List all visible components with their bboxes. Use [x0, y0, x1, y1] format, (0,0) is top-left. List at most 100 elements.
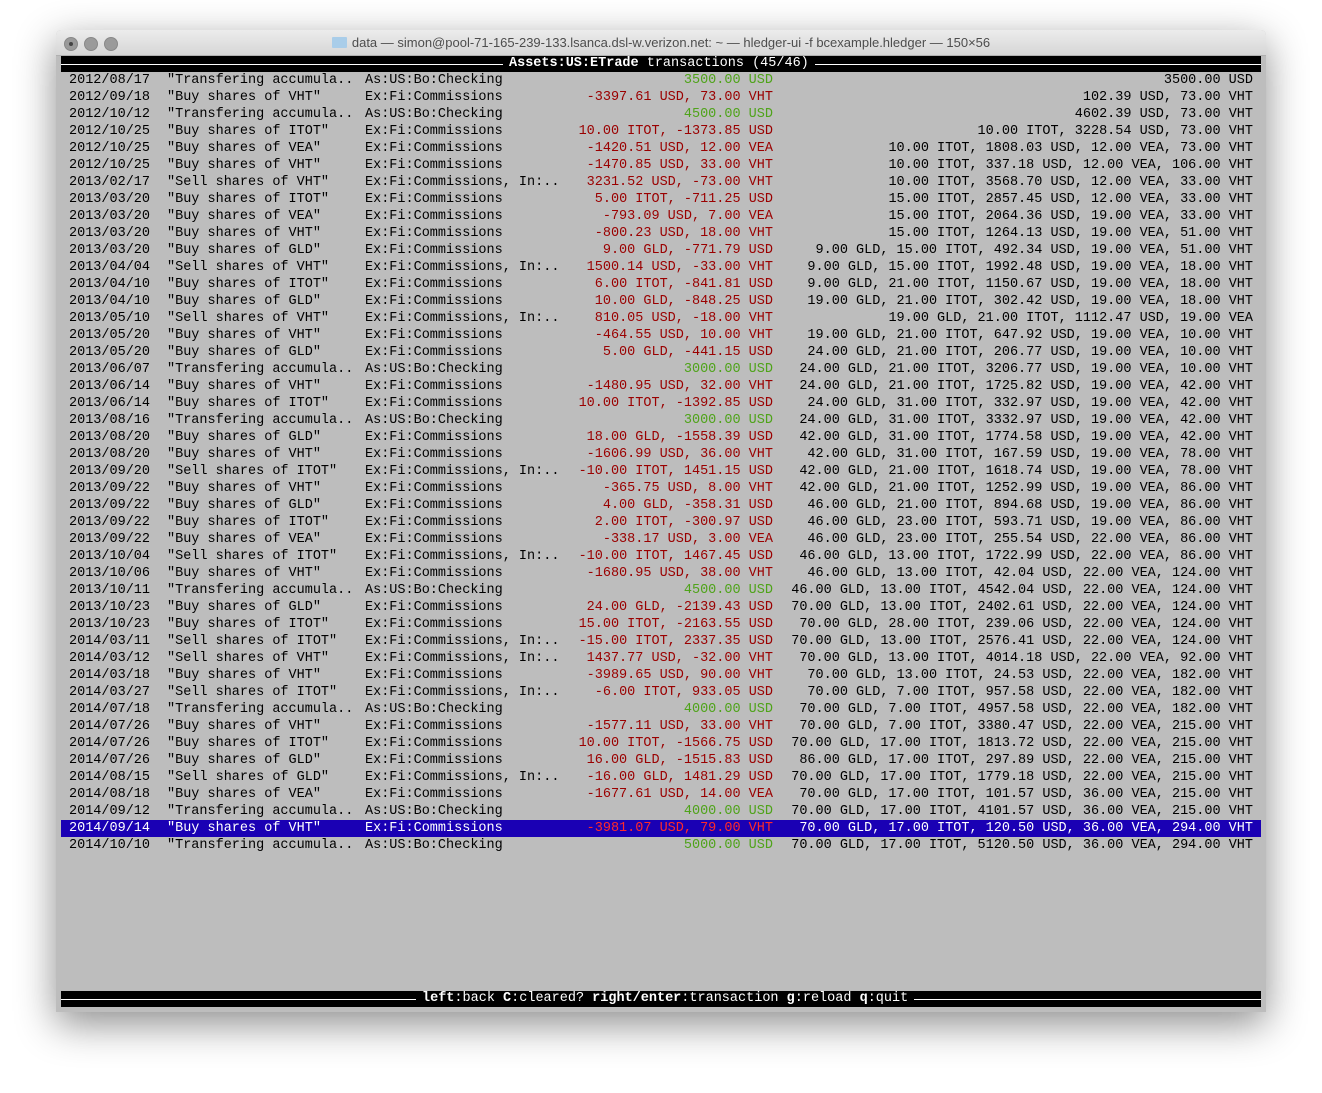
transaction-row[interactable]: 2014/10/10 "Transfering accumula.. As:US:B…	[61, 837, 1261, 854]
other-accounts: Ex:Fi:Commissions	[365, 515, 503, 530]
transaction-row[interactable]: 2013/03/20 "Buy shares of VHT" Ex:Fi:Commi…	[61, 225, 1261, 242]
transaction-row[interactable]: 2013/09/22 "Buy shares of ITOT" Ex:Fi:Comm…	[61, 514, 1261, 531]
balance: 42.00 GLD, 31.00 ITOT, 1774.58 USD, 19.0…	[799, 430, 1253, 445]
date: 2014/09/14	[69, 821, 151, 836]
change: -3397.61 USD, 73.00 VHT	[586, 90, 773, 105]
transaction-row[interactable]: 2013/09/22 "Buy shares of GLD" Ex:Fi:Commi…	[61, 497, 1261, 514]
minimize-button[interactable]	[84, 37, 98, 51]
balance: 42.00 GLD, 21.00 ITOT, 1618.74 USD, 19.0…	[799, 464, 1253, 479]
balance: 70.00 GLD, 17.00 ITOT, 120.50 USD, 36.00…	[799, 821, 1253, 836]
balance: 70.00 GLD, 13.00 ITOT, 2402.61 USD, 22.0…	[791, 600, 1253, 615]
key-C: C	[503, 991, 512, 1006]
balance: 3500.00 USD	[1163, 73, 1253, 88]
change: -3981.07 USD, 79.00 VHT	[586, 821, 773, 836]
transaction-row[interactable]: 2013/05/20 "Buy shares of GLD" Ex:Fi:Commi…	[61, 344, 1261, 361]
transaction-row[interactable]: 2014/09/12 "Transfering accumula.. As:US:B…	[61, 803, 1261, 820]
transaction-row[interactable]: 2013/09/20 "Sell shares of ITOT" Ex:Fi:Com…	[61, 463, 1261, 480]
other-accounts: Ex:Fi:Commissions	[365, 447, 503, 462]
transaction-row[interactable]: 2013/04/10 "Buy shares of ITOT" Ex:Fi:Comm…	[61, 276, 1261, 293]
date: 2013/08/16	[69, 413, 151, 428]
transaction-row[interactable]: 2014/08/18 "Buy shares of VEA" Ex:Fi:Commi…	[61, 786, 1261, 803]
balance: 24.00 GLD, 21.00 ITOT, 1725.82 USD, 19.0…	[799, 379, 1253, 394]
other-accounts: As:US:Bo:Checking	[365, 413, 503, 428]
transaction-row[interactable]: 2013/05/10 "Sell shares of VHT" Ex:Fi:Comm…	[61, 310, 1261, 327]
transaction-row[interactable]: 2014/07/26 "Buy shares of ITOT" Ex:Fi:Comm…	[61, 735, 1261, 752]
transaction-row[interactable]: 2013/10/23 "Buy shares of GLD" Ex:Fi:Commi…	[61, 599, 1261, 616]
other-accounts: Ex:Fi:Commissions	[365, 566, 503, 581]
transaction-row[interactable]: 2014/03/11 "Sell shares of ITOT" Ex:Fi:Com…	[61, 633, 1261, 650]
transaction-row[interactable]: 2014/03/12 "Sell shares of VHT" Ex:Fi:Comm…	[61, 650, 1261, 667]
date: 2013/05/10	[69, 311, 151, 326]
change: -10.00 ITOT, 1451.15 USD	[578, 464, 773, 479]
change: 3000.00 USD	[683, 362, 773, 377]
balance: 4602.39 USD, 73.00 VHT	[1074, 107, 1253, 122]
date: 2014/10/10	[69, 838, 151, 853]
transaction-row[interactable]: 2013/06/14 "Buy shares of ITOT" Ex:Fi:Comm…	[61, 395, 1261, 412]
transaction-row[interactable]: 2013/08/20 "Buy shares of GLD" Ex:Fi:Commi…	[61, 429, 1261, 446]
transaction-row[interactable]: 2013/10/11 "Transfering accumula.. As:US:B…	[61, 582, 1261, 599]
transaction-row[interactable]: 2013/04/10 "Buy shares of GLD" Ex:Fi:Commi…	[61, 293, 1261, 310]
transaction-list[interactable]: 2012/08/17 "Transfering accumula.. As:US:B…	[61, 72, 1261, 854]
transaction-row[interactable]: 2013/03/20 "Buy shares of GLD" Ex:Fi:Commi…	[61, 242, 1261, 259]
transaction-row[interactable]: 2012/10/25 "Buy shares of VHT" Ex:Fi:Commi…	[61, 157, 1261, 174]
date: 2013/06/07	[69, 362, 151, 377]
transaction-row[interactable]: 2013/08/20 "Buy shares of VHT" Ex:Fi:Commi…	[61, 446, 1261, 463]
transaction-row[interactable]: 2014/03/27 "Sell shares of ITOT" Ex:Fi:Com…	[61, 684, 1261, 701]
transaction-row-selected[interactable]: 2014/09/14 "Buy shares of VHT" Ex:Fi:Commi…	[61, 820, 1261, 837]
transaction-row[interactable]: 2013/09/22 "Buy shares of VEA" Ex:Fi:Commi…	[61, 531, 1261, 548]
transaction-row[interactable]: 2013/05/20 "Buy shares of VHT" Ex:Fi:Commi…	[61, 327, 1261, 344]
change: -1420.51 USD, 12.00 VEA	[586, 141, 773, 156]
transaction-row[interactable]: 2012/09/18 "Buy shares of VHT" Ex:Fi:Commi…	[61, 89, 1261, 106]
balance: 10.00 ITOT, 3228.54 USD, 73.00 VHT	[977, 124, 1253, 139]
description: "Transfering accumula..	[167, 804, 354, 819]
balance: 46.00 GLD, 23.00 ITOT, 593.71 USD, 19.00…	[807, 515, 1253, 530]
transaction-row[interactable]: 2014/07/26 "Buy shares of GLD" Ex:Fi:Commi…	[61, 752, 1261, 769]
other-accounts: Ex:Fi:Commissions	[365, 600, 503, 615]
other-accounts: As:US:Bo:Checking	[365, 73, 503, 88]
transaction-row[interactable]: 2013/08/16 "Transfering accumula.. As:US:B…	[61, 412, 1261, 429]
transaction-row[interactable]: 2013/06/07 "Transfering accumula.. As:US:B…	[61, 361, 1261, 378]
change: -1577.11 USD, 33.00 VHT	[586, 719, 773, 734]
terminal-window: data — simon@pool-71-165-239-133.lsanca.…	[56, 30, 1266, 1012]
other-accounts: Ex:Fi:Commissions	[365, 821, 503, 836]
balance: 46.00 GLD, 23.00 ITOT, 255.54 USD, 22.00…	[807, 532, 1253, 547]
zoom-button[interactable]	[104, 37, 118, 51]
transaction-row[interactable]: 2013/10/04 "Sell shares of ITOT" Ex:Fi:Com…	[61, 548, 1261, 565]
description: "Buy shares of GLD"	[167, 294, 321, 309]
description: "Buy shares of GLD"	[167, 243, 321, 258]
transaction-row[interactable]: 2012/10/12 "Transfering accumula.. As:US:B…	[61, 106, 1261, 123]
transaction-row[interactable]: 2013/10/06 "Buy shares of VHT" Ex:Fi:Commi…	[61, 565, 1261, 582]
other-accounts: Ex:Fi:Commissions	[365, 498, 503, 513]
close-button[interactable]	[64, 37, 78, 51]
transaction-row[interactable]: 2013/06/14 "Buy shares of VHT" Ex:Fi:Commi…	[61, 378, 1261, 395]
date: 2012/09/18	[69, 90, 151, 105]
transaction-row[interactable]: 2013/03/20 "Buy shares of VEA" Ex:Fi:Commi…	[61, 208, 1261, 225]
transaction-row[interactable]: 2014/07/18 "Transfering accumula.. As:US:B…	[61, 701, 1261, 718]
balance: 24.00 GLD, 31.00 ITOT, 332.97 USD, 19.00…	[807, 396, 1253, 411]
change: 810.05 USD, -18.00 VHT	[594, 311, 773, 326]
description: "Buy shares of ITOT"	[167, 124, 330, 139]
transaction-row[interactable]: 2013/10/23 "Buy shares of ITOT" Ex:Fi:Comm…	[61, 616, 1261, 633]
change: -1606.99 USD, 36.00 VHT	[586, 447, 773, 462]
other-accounts: As:US:Bo:Checking	[365, 362, 503, 377]
date: 2014/08/15	[69, 770, 151, 785]
transaction-row[interactable]: 2012/10/25 "Buy shares of ITOT" Ex:Fi:Comm…	[61, 123, 1261, 140]
change: -15.00 ITOT, 2337.35 USD	[578, 634, 773, 649]
transaction-row[interactable]: 2013/02/17 "Sell shares of VHT" Ex:Fi:Comm…	[61, 174, 1261, 191]
transaction-row[interactable]: 2013/04/04 "Sell shares of VHT" Ex:Fi:Comm…	[61, 259, 1261, 276]
terminal-content[interactable]: Assets:US:ETrade transactions (45/46) 20…	[61, 56, 1261, 1012]
description: "Buy shares of VHT"	[167, 481, 321, 496]
date: 2013/09/20	[69, 464, 151, 479]
transaction-row[interactable]: 2013/09/22 "Buy shares of VHT" Ex:Fi:Commi…	[61, 480, 1261, 497]
change: 3500.00 USD	[683, 73, 773, 88]
date: 2012/10/25	[69, 158, 151, 173]
transaction-row[interactable]: 2014/03/18 "Buy shares of VHT" Ex:Fi:Commi…	[61, 667, 1261, 684]
transaction-row[interactable]: 2012/08/17 "Transfering accumula.. As:US:B…	[61, 72, 1261, 89]
change: -365.75 USD, 8.00 VHT	[602, 481, 773, 496]
transaction-row[interactable]: 2013/03/20 "Buy shares of ITOT" Ex:Fi:Comm…	[61, 191, 1261, 208]
transaction-row[interactable]: 2014/07/26 "Buy shares of VHT" Ex:Fi:Commi…	[61, 718, 1261, 735]
change: 5.00 ITOT, -711.25 USD	[594, 192, 773, 207]
transaction-row[interactable]: 2012/10/25 "Buy shares of VEA" Ex:Fi:Commi…	[61, 140, 1261, 157]
transaction-row[interactable]: 2014/08/15 "Sell shares of GLD" Ex:Fi:Comm…	[61, 769, 1261, 786]
change: -6.00 ITOT, 933.05 USD	[594, 685, 773, 700]
